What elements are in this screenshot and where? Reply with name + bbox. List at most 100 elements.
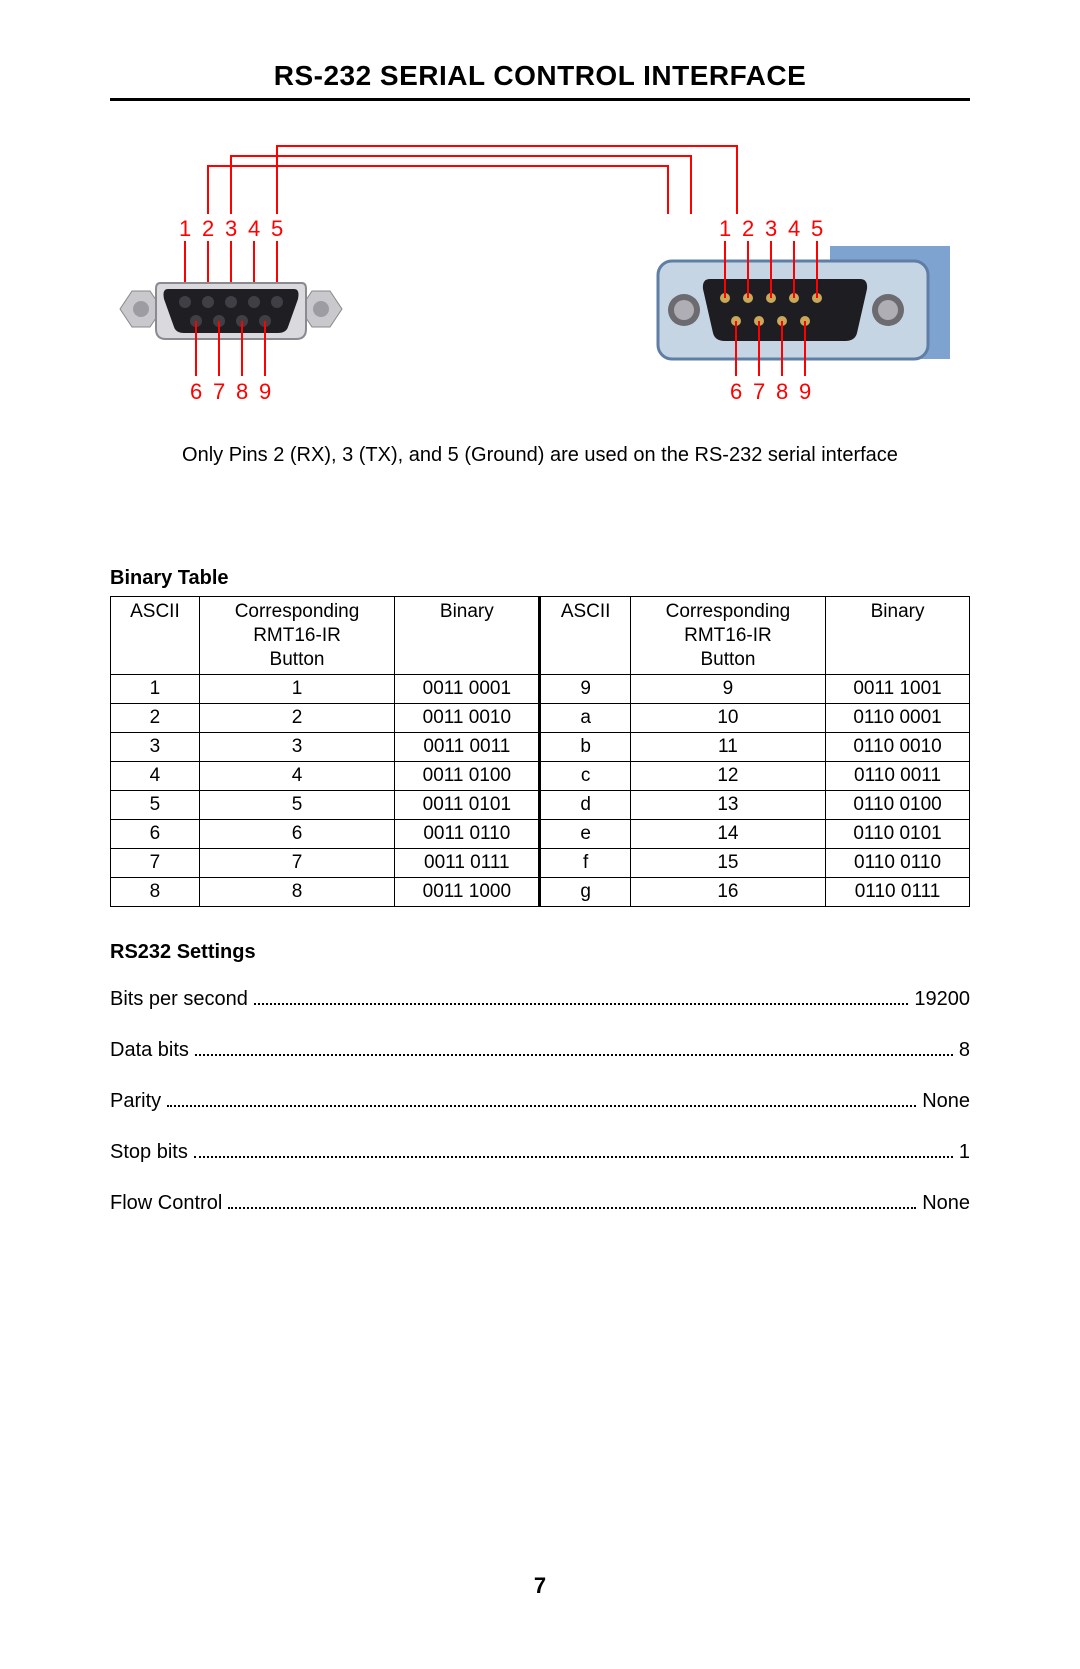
setting-row: Data bits 8 (110, 1039, 970, 1062)
document-page: RS-232 SERIAL CONTROL INTERFACE 1 2 3 4 (0, 0, 1080, 1669)
table-cell: 2 (199, 704, 394, 733)
table-cell: g (540, 878, 630, 907)
leader-dots (195, 1054, 953, 1056)
leader-dots (194, 1156, 953, 1158)
table-row: 880011 1000g160110 0111 (111, 878, 970, 907)
table-cell: 0110 0101 (826, 820, 970, 849)
table-cell: 8 (111, 878, 200, 907)
setting-label: Parity (110, 1090, 161, 1113)
col-rmt-l: CorrespondingRMT16-IRButton (199, 597, 394, 675)
table-cell: 5 (199, 791, 394, 820)
connector-diagram: 1 2 3 4 5 (110, 191, 970, 426)
screw-icon (872, 294, 904, 326)
setting-row: Bits per second 19200 (110, 988, 970, 1011)
pin-label-3: 3 (225, 216, 237, 241)
table-cell: 10 (630, 704, 825, 733)
table-cell: 0110 0110 (826, 849, 970, 878)
table-cell: 0110 0011 (826, 762, 970, 791)
table-row: 550011 0101d130110 0100 (111, 791, 970, 820)
leader-dots (167, 1105, 916, 1107)
table-cell: f (540, 849, 630, 878)
table-cell: 16 (630, 878, 825, 907)
pin-label-7b: 7 (753, 379, 765, 404)
table-cell: 0110 0111 (826, 878, 970, 907)
pin-label-4b: 4 (788, 216, 800, 241)
col-binary-l: Binary (395, 597, 540, 675)
settings-heading: RS232 Settings (110, 941, 970, 964)
pin-label-3b: 3 (765, 216, 777, 241)
setting-row: Flow Control None (110, 1192, 970, 1215)
col-rmt-r: CorrespondingRMT16-IRButton (630, 597, 825, 675)
pin-label-2: 2 (202, 216, 214, 241)
pin-label-8: 8 (236, 379, 248, 404)
table-cell: 1 (199, 675, 394, 704)
table-cell: e (540, 820, 630, 849)
pin-label-2b: 2 (742, 216, 754, 241)
table-cell: 14 (630, 820, 825, 849)
table-row: 770011 0111f150110 0110 (111, 849, 970, 878)
col-binary-r: Binary (826, 597, 970, 675)
pin-label-5: 5 (271, 216, 283, 241)
table-cell: 0110 0010 (826, 733, 970, 762)
table-cell: 7 (111, 849, 200, 878)
table-cell: 9 (630, 675, 825, 704)
table-cell: 4 (111, 762, 200, 791)
col-ascii-l: ASCII (111, 597, 200, 675)
table-cell: 0011 0111 (395, 849, 540, 878)
table-cell: 0011 0100 (395, 762, 540, 791)
table-cell: 0011 0110 (395, 820, 540, 849)
table-cell: 2 (111, 704, 200, 733)
binary-table-heading: Binary Table (110, 567, 970, 590)
table-cell: 0011 0001 (395, 675, 540, 704)
table-cell: 5 (111, 791, 200, 820)
screw-icon (668, 294, 700, 326)
table-cell: b (540, 733, 630, 762)
setting-value: 1 (959, 1141, 970, 1164)
db9-female-connector: 1 2 3 4 5 (110, 191, 410, 426)
table-cell: 13 (630, 791, 825, 820)
table-row: 330011 0011b110110 0010 (111, 733, 970, 762)
table-cell: 0011 0101 (395, 791, 540, 820)
pin-label-9b: 9 (799, 379, 811, 404)
table-cell: 0011 0010 (395, 704, 540, 733)
table-cell: 3 (111, 733, 200, 762)
setting-value: 19200 (914, 988, 970, 1011)
table-row: 440011 0100c120110 0011 (111, 762, 970, 791)
table-row: 220011 0010a100110 0001 (111, 704, 970, 733)
pin-label-1: 1 (179, 216, 191, 241)
table-cell: 9 (540, 675, 630, 704)
pin-label-5b: 5 (811, 216, 823, 241)
table-cell: 6 (199, 820, 394, 849)
table-row: 660011 0110e140110 0101 (111, 820, 970, 849)
pin-label-1b: 1 (719, 216, 731, 241)
leader-dots (254, 1003, 909, 1005)
table-cell: 0011 1000 (395, 878, 540, 907)
setting-value: None (922, 1192, 970, 1215)
table-cell: a (540, 704, 630, 733)
table-cell: 3 (199, 733, 394, 762)
table-cell: 0011 0011 (395, 733, 540, 762)
table-cell: 11 (630, 733, 825, 762)
table-cell: 0011 1001 (826, 675, 970, 704)
col-ascii-r: ASCII (540, 597, 630, 675)
table-cell: 4 (199, 762, 394, 791)
pin-label-7: 7 (213, 379, 225, 404)
page-number: 7 (0, 1573, 1080, 1599)
table-cell: 15 (630, 849, 825, 878)
page-title: RS-232 SERIAL CONTROL INTERFACE (110, 60, 970, 101)
setting-value: 8 (959, 1039, 970, 1062)
table-cell: 0110 0001 (826, 704, 970, 733)
binary-table: ASCII CorrespondingRMT16-IRButton Binary… (110, 596, 970, 907)
pin-label-4: 4 (248, 216, 260, 241)
setting-row: Stop bits 1 (110, 1141, 970, 1164)
table-cell: d (540, 791, 630, 820)
table-cell: 6 (111, 820, 200, 849)
table-cell: 1 (111, 675, 200, 704)
setting-row: Parity None (110, 1090, 970, 1113)
pin-label-6b: 6 (730, 379, 742, 404)
table-row: 110011 0001990011 1001 (111, 675, 970, 704)
setting-label: Flow Control (110, 1192, 222, 1215)
setting-label: Bits per second (110, 988, 248, 1011)
pin-label-8b: 8 (776, 379, 788, 404)
pin-label-6: 6 (190, 379, 202, 404)
